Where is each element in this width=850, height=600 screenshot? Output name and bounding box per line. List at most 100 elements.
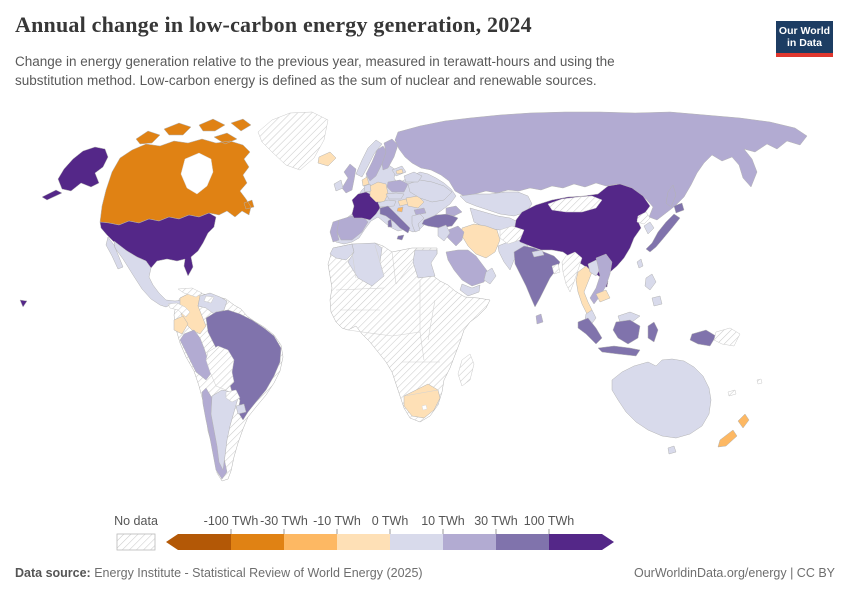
legend-tick-10: 10 TWh [421, 514, 465, 528]
data-source-label: Data source: [15, 566, 91, 580]
country-papua-new-guinea[interactable] [713, 327, 741, 347]
country-italy[interactable] [379, 205, 411, 241]
country-united-kingdom[interactable] [341, 163, 357, 194]
country-india[interactable] [513, 245, 561, 308]
country-paraguay[interactable] [225, 389, 241, 403]
country-yemen[interactable] [459, 283, 481, 297]
country-philippines[interactable] [644, 273, 663, 307]
legend-no-data-swatch[interactable] [116, 533, 156, 551]
country-poland[interactable] [386, 179, 409, 193]
country-algeria[interactable] [347, 242, 385, 287]
country-new-caledonia[interactable] [727, 389, 737, 397]
legend-seg-7[interactable] [496, 534, 549, 550]
legend-tick-100: 100 TWh [523, 514, 575, 528]
country-tasmania[interactable] [667, 445, 677, 455]
country-greece[interactable] [411, 213, 425, 233]
legend-seg-2[interactable] [231, 534, 284, 550]
country-south-korea[interactable] [643, 221, 655, 235]
legend-seg-1[interactable] [178, 534, 231, 550]
country-spain[interactable] [336, 215, 369, 241]
country-sri-lanka[interactable] [535, 313, 544, 325]
legend-seg-4[interactable] [337, 534, 390, 550]
owid-logo-line1: Our World [778, 25, 831, 37]
country-finland[interactable] [381, 138, 399, 171]
legend-tick-30: 30 TWh [474, 514, 518, 528]
country-myanmar[interactable] [561, 251, 583, 293]
country-mongolia[interactable] [547, 195, 603, 213]
footer-link[interactable]: OurWorldinData.org/energy | CC BY [633, 566, 835, 580]
legend-seg-8[interactable] [549, 534, 602, 550]
country-uruguay[interactable] [235, 403, 247, 415]
country-cambodia[interactable] [595, 289, 611, 303]
country-canada[interactable] [99, 118, 255, 226]
data-source-text: Energy Institute - Statistical Review of… [90, 566, 423, 580]
country-caucasus[interactable] [445, 205, 463, 217]
country-iran[interactable] [461, 223, 501, 259]
country-czechia-slovakia[interactable] [385, 192, 405, 200]
country-iraq[interactable] [445, 225, 465, 247]
country-romania[interactable] [405, 195, 425, 209]
country-ireland[interactable] [333, 179, 344, 192]
country-australia[interactable] [611, 358, 712, 439]
country-oman[interactable] [483, 267, 497, 285]
country-vietnam[interactable] [589, 253, 613, 305]
country-levant[interactable] [437, 224, 451, 242]
legend-seg-3[interactable] [284, 534, 337, 550]
country-bulgaria[interactable] [413, 207, 427, 216]
country-afghanistan[interactable] [499, 225, 525, 245]
country-hispaniola[interactable] [203, 295, 215, 304]
country-madagascar[interactable] [457, 353, 475, 387]
country-denmark[interactable] [361, 176, 370, 187]
owid-logo[interactable]: Our World in Data [776, 21, 833, 57]
country-south-africa[interactable] [403, 383, 441, 419]
legend-tick-neg100: -100 TWh [203, 514, 259, 528]
country-cuba[interactable] [177, 287, 203, 298]
country-indonesia[interactable] [577, 317, 717, 357]
hudson-bay [180, 152, 214, 195]
country-croatia[interactable] [396, 206, 404, 213]
country-norway[interactable] [355, 139, 383, 178]
country-ecuador[interactable] [173, 315, 189, 335]
data-source: Data source: Energy Institute - Statisti… [15, 566, 423, 580]
country-ukraine[interactable] [407, 179, 453, 203]
country-belarus[interactable] [403, 171, 423, 183]
country-iceland[interactable] [317, 151, 337, 167]
country-taiwan[interactable] [636, 258, 644, 269]
africa-internal-borders [335, 244, 440, 397]
country-egypt[interactable] [412, 249, 438, 279]
country-bangladesh[interactable] [551, 263, 561, 275]
country-bolivia[interactable] [205, 345, 235, 391]
legend-seg-6[interactable] [443, 534, 496, 550]
country-central-america[interactable] [167, 302, 191, 318]
country-peru[interactable] [179, 329, 213, 381]
country-austria-switzerland[interactable] [377, 199, 397, 208]
country-turkey[interactable] [421, 213, 459, 229]
country-sardinia[interactable] [387, 218, 393, 228]
country-fiji[interactable] [756, 378, 763, 385]
country-greenland[interactable] [257, 111, 329, 171]
legend-arrow-right[interactable] [602, 534, 614, 550]
country-nepal[interactable] [531, 249, 545, 258]
country-kazakhstan[interactable] [459, 191, 533, 217]
country-north-korea[interactable] [636, 211, 651, 225]
legend-tick-neg30: -30 TWh [260, 514, 308, 528]
country-germany[interactable] [369, 181, 389, 203]
legend-ticks [230, 529, 550, 534]
owid-logo-line2: in Data [786, 37, 822, 50]
footer: Data source: Energy Institute - Statisti… [0, 566, 850, 580]
country-latvia[interactable] [395, 168, 404, 175]
legend-bar[interactable] [116, 529, 614, 551]
lesotho [421, 404, 428, 411]
country-thailand[interactable] [575, 265, 593, 315]
country-japan[interactable] [645, 202, 685, 253]
legend-tick-0: 0 TWh [371, 514, 409, 528]
legend-tick-neg10: -10 TWh [313, 514, 361, 528]
legend-seg-5[interactable] [390, 534, 443, 550]
legend-no-data-label: No data [114, 514, 158, 528]
country-new-zealand[interactable] [717, 413, 750, 448]
legend-arrow-left[interactable] [166, 534, 178, 550]
page-title: Annual change in low-carbon energy gener… [15, 12, 532, 37]
country-benelux[interactable] [363, 183, 372, 193]
country-united-states[interactable] [19, 146, 217, 308]
